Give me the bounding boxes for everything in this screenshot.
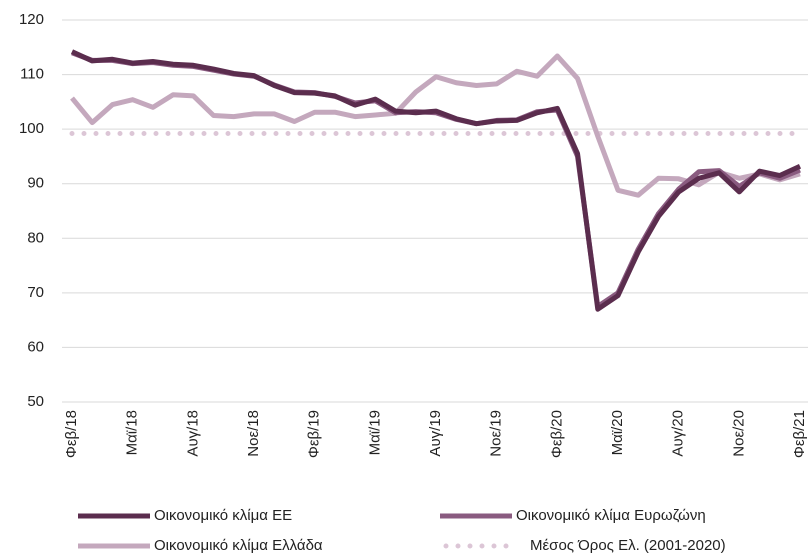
y-tick-label: 90 — [27, 175, 44, 192]
y-tick-label: 110 — [20, 66, 44, 83]
y-tick-label: 80 — [27, 229, 44, 246]
y-tick-label: 60 — [27, 338, 44, 355]
x-tick-label: Αυγ/19 — [427, 410, 444, 457]
y-tick-label: 50 — [27, 393, 44, 410]
line-series — [70, 49, 802, 312]
x-tick-label: Νοε/19 — [488, 410, 505, 457]
legend-label: Οικονομικό κλίμα Ελλάδα — [154, 537, 323, 554]
x-tick-label: Μαϊ/20 — [609, 410, 626, 455]
x-tick-label: Μαϊ/19 — [366, 410, 383, 455]
x-tick-label: Φεβ/18 — [63, 410, 80, 458]
y-tick-label: 70 — [27, 284, 44, 301]
y-tick-label: 100 — [19, 120, 44, 137]
line-series — [70, 53, 801, 198]
x-tick-label: Φεβ/19 — [306, 410, 323, 458]
x-tick-label: Αυγ/20 — [670, 410, 687, 457]
y-tick-label: 120 — [19, 11, 44, 28]
legend-label: Οικονομικό κλίμα ΕΕ — [154, 507, 292, 524]
x-tick-label: Νοε/18 — [245, 410, 262, 457]
x-tick-label: Αυγ/18 — [184, 410, 201, 457]
x-tick-label: Φεβ/21 — [791, 410, 808, 458]
x-tick-label: Φεβ/20 — [548, 410, 565, 458]
legend-label: Οικονομικό κλίμα Ευρωζώνη — [516, 507, 706, 524]
line-series — [71, 50, 801, 309]
x-tick-label: Νοε/20 — [730, 410, 747, 457]
legend-label: Μέσος Όρος Ελ. (2001-2020) — [530, 537, 726, 554]
x-tick-label: Μαϊ/18 — [124, 410, 141, 455]
